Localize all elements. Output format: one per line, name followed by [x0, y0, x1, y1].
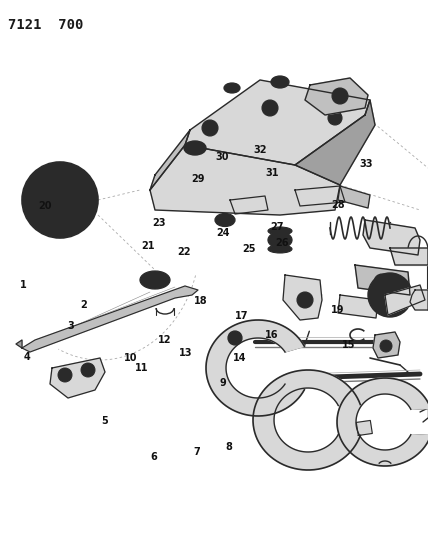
Text: 22: 22 — [177, 247, 191, 256]
Text: 10: 10 — [124, 353, 137, 363]
Text: 17: 17 — [235, 311, 249, 320]
Text: 13: 13 — [179, 348, 193, 358]
Text: 6: 6 — [151, 453, 158, 462]
Text: 24: 24 — [216, 229, 229, 238]
Text: 29: 29 — [191, 174, 205, 183]
Polygon shape — [16, 340, 22, 348]
Polygon shape — [390, 248, 428, 265]
Text: 5: 5 — [101, 416, 108, 426]
Polygon shape — [50, 358, 105, 398]
Text: 9: 9 — [219, 378, 226, 387]
Circle shape — [58, 368, 72, 382]
Ellipse shape — [215, 214, 235, 227]
Text: 27: 27 — [270, 222, 284, 231]
Text: 19: 19 — [331, 305, 345, 315]
Circle shape — [380, 340, 392, 352]
Text: 23: 23 — [152, 218, 166, 228]
Text: 15: 15 — [342, 341, 356, 350]
Circle shape — [202, 120, 218, 136]
Polygon shape — [338, 295, 378, 318]
Ellipse shape — [224, 83, 240, 93]
Polygon shape — [295, 186, 345, 206]
Text: 4: 4 — [23, 352, 30, 362]
Text: 25: 25 — [242, 245, 256, 254]
Text: 26: 26 — [276, 238, 289, 247]
Text: 16: 16 — [265, 330, 279, 340]
Text: 21: 21 — [141, 241, 155, 251]
Circle shape — [81, 363, 95, 377]
Text: 7121  700: 7121 700 — [8, 18, 83, 32]
Text: 18: 18 — [193, 296, 207, 306]
Text: 1: 1 — [20, 280, 27, 290]
Circle shape — [378, 283, 402, 307]
Ellipse shape — [147, 275, 163, 285]
Polygon shape — [337, 378, 428, 466]
Circle shape — [189, 142, 201, 154]
Text: 14: 14 — [233, 353, 247, 363]
Circle shape — [50, 190, 70, 210]
Polygon shape — [230, 196, 268, 214]
Polygon shape — [410, 290, 428, 310]
Circle shape — [374, 274, 390, 290]
Text: 20: 20 — [38, 201, 52, 211]
Polygon shape — [363, 220, 420, 255]
Circle shape — [328, 111, 342, 125]
Circle shape — [36, 176, 84, 224]
Text: 31: 31 — [265, 168, 279, 178]
Text: 32: 32 — [253, 146, 267, 155]
Ellipse shape — [140, 271, 170, 289]
Polygon shape — [150, 145, 340, 215]
Text: 8: 8 — [226, 442, 232, 451]
Polygon shape — [150, 130, 190, 190]
Circle shape — [368, 273, 412, 317]
Ellipse shape — [184, 141, 206, 155]
Text: 12: 12 — [158, 335, 172, 345]
Circle shape — [22, 162, 98, 238]
Text: 28: 28 — [331, 200, 345, 210]
Circle shape — [220, 215, 230, 225]
Polygon shape — [253, 370, 360, 470]
Circle shape — [332, 88, 348, 104]
Ellipse shape — [268, 245, 292, 253]
Text: 30: 30 — [216, 152, 229, 162]
Text: 11: 11 — [134, 363, 148, 373]
Ellipse shape — [268, 232, 292, 248]
Circle shape — [273, 233, 287, 247]
Polygon shape — [355, 265, 410, 295]
Polygon shape — [373, 332, 400, 358]
Polygon shape — [385, 285, 425, 315]
Polygon shape — [305, 78, 368, 115]
Circle shape — [275, 77, 285, 87]
Circle shape — [385, 290, 395, 300]
Polygon shape — [295, 100, 375, 185]
Polygon shape — [356, 421, 372, 435]
Text: 3: 3 — [67, 321, 74, 331]
Polygon shape — [185, 80, 370, 165]
Circle shape — [262, 100, 278, 116]
Polygon shape — [206, 320, 304, 416]
Ellipse shape — [268, 227, 292, 235]
Text: 33: 33 — [359, 159, 373, 169]
Text: 7: 7 — [193, 447, 200, 457]
Polygon shape — [338, 186, 370, 208]
Polygon shape — [283, 275, 322, 320]
Circle shape — [228, 331, 242, 345]
Circle shape — [297, 292, 313, 308]
Text: 2: 2 — [80, 300, 87, 310]
Ellipse shape — [271, 76, 289, 88]
Polygon shape — [22, 286, 198, 352]
